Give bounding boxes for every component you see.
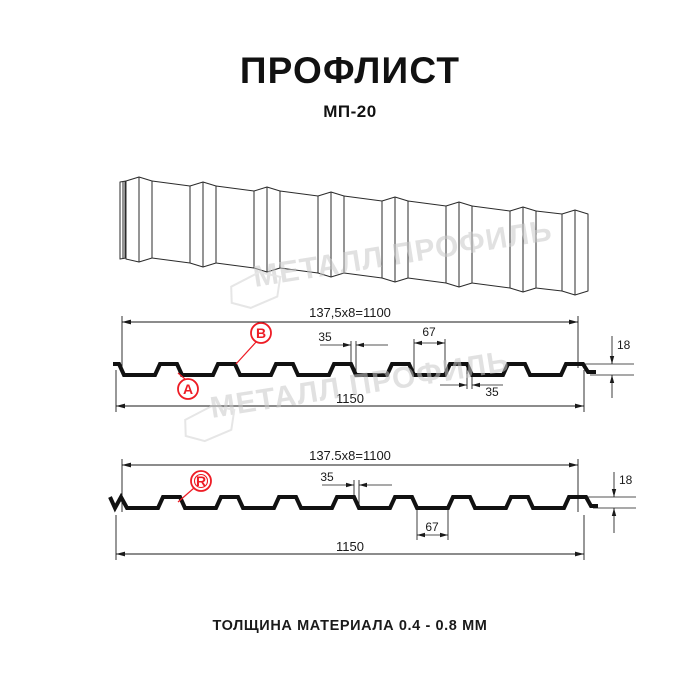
dim-height-18-2 [586, 472, 636, 533]
dim-bottom-overall-2-label: 1150 [336, 539, 364, 554]
watermark-logo-icon [230, 271, 282, 309]
dim-bottom-overall [115, 370, 585, 412]
marker-r: R [177, 470, 212, 503]
watermark-logo-icon [184, 404, 236, 443]
watermark-metall-profil-1: МЕТАЛЛ ПРОФИЛЬ [230, 214, 555, 309]
dim-height-18 [583, 336, 634, 398]
dim-top-overall-2 [121, 459, 579, 512]
section-top-group: 137,5x8=1100 1150 35 [113, 305, 634, 412]
dim-top-overall-label: 137,5x8=1100 [309, 305, 391, 320]
dim-height-18-label: 18 [617, 338, 631, 352]
dim-bottom-overall-2 [115, 515, 585, 560]
marker-b: B [235, 322, 272, 365]
dim-rib-bottom-35 [440, 368, 503, 389]
dim-rib-top-35-label: 35 [318, 330, 332, 344]
marker-a-label: A [183, 381, 193, 397]
profile-outline-top [113, 362, 596, 377]
marker-r-label: R [196, 473, 206, 489]
dim-valley-67 [413, 339, 446, 372]
dim-rib-top-35-2-label: 35 [320, 470, 334, 484]
dim-rib-top-35-2 [322, 480, 392, 506]
dim-height-18-2-label: 18 [619, 473, 633, 487]
dim-top-overall-2-label: 137.5x8=1100 [309, 448, 391, 463]
watermark-metall-profil-2: МЕТАЛЛ ПРОФИЛЬ [184, 345, 512, 443]
dim-valley-67-2 [416, 506, 449, 540]
marker-b-label: B [256, 325, 266, 341]
dim-top-overall [121, 316, 579, 368]
section-bottom-group: 137.5x8=1100 1150 35 [108, 448, 636, 560]
material-thickness-note: ТОЛЩИНА МАТЕРИАЛА 0.4 - 0.8 ММ [212, 618, 488, 634]
isometric-profile-view [119, 176, 589, 296]
dim-valley-67-2-label: 67 [425, 520, 439, 534]
watermark-text: МЕТАЛЛ ПРОФИЛЬ [251, 214, 555, 294]
dim-rib-top-35 [320, 341, 388, 372]
dim-bottom-overall-label: 1150 [336, 391, 364, 406]
marker-a: A [177, 372, 199, 400]
dim-valley-67-label: 67 [422, 325, 436, 339]
dim-rib-bottom-35-label: 35 [485, 385, 499, 399]
